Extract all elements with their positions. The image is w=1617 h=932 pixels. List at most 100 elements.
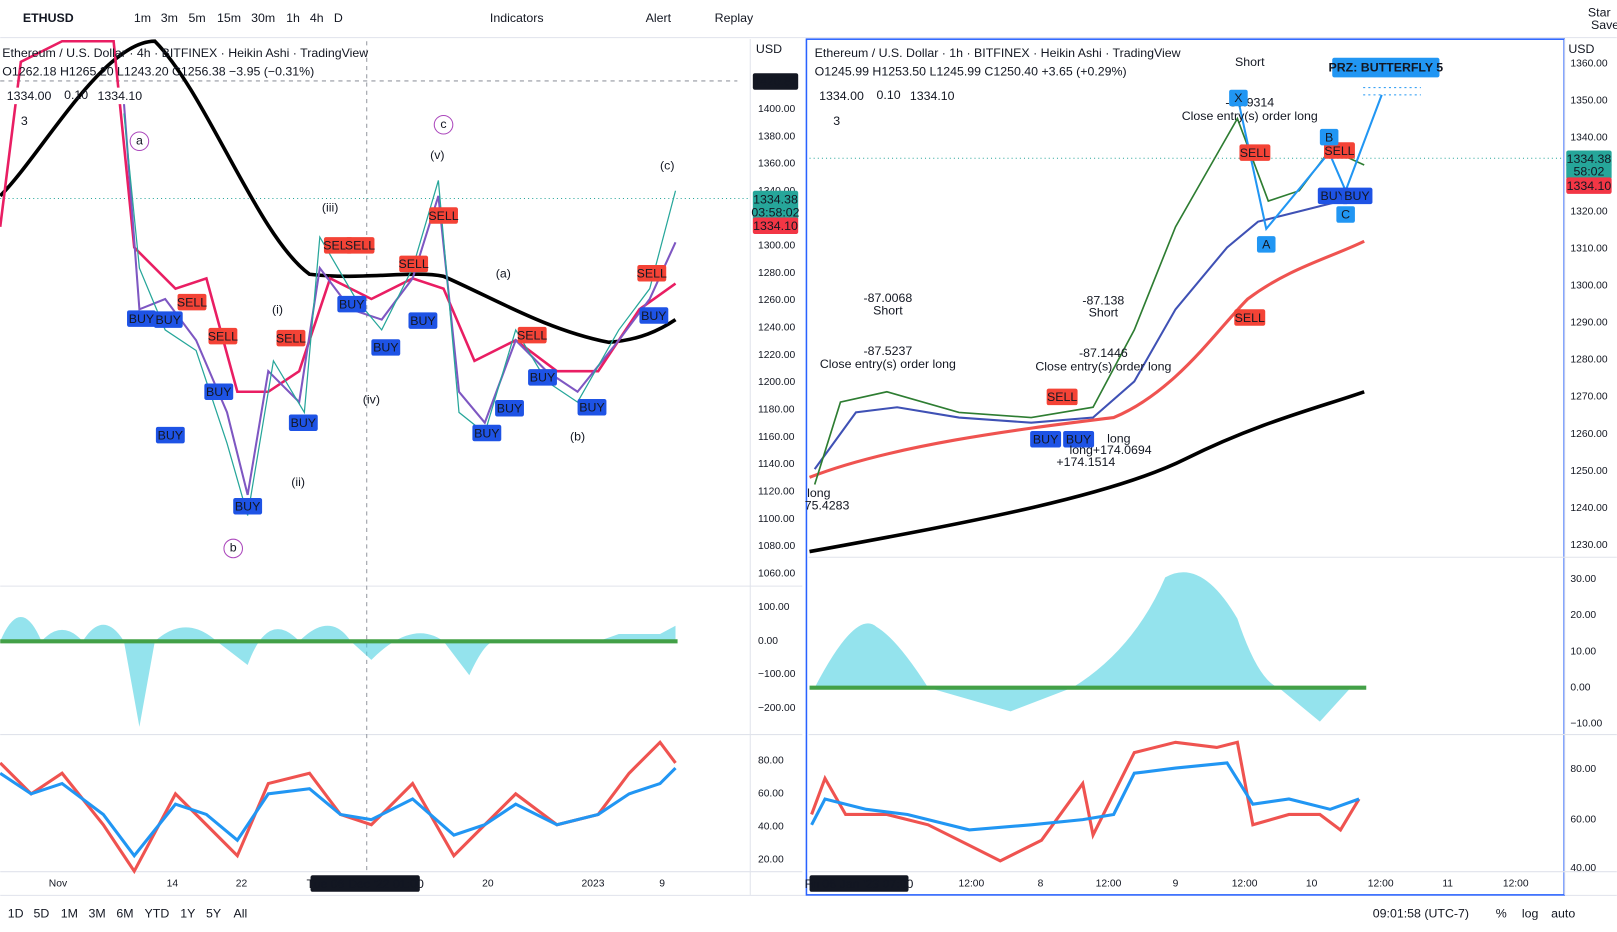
signal-tag: BUY — [373, 341, 398, 355]
ma-red — [0, 39, 677, 394]
last-price-bg — [752, 190, 799, 208]
interval-button[interactable]: 4h — [310, 11, 324, 25]
time-label: 11 — [1442, 878, 1453, 889]
crosshair-time-bg — [809, 875, 909, 892]
range-button[interactable]: 3M — [89, 907, 106, 921]
signal-tag: SELL — [1047, 390, 1077, 404]
percent-toggle[interactable]: % — [1496, 907, 1507, 921]
osc-label: 10.00 — [1570, 646, 1596, 657]
signal-tag-bg — [472, 424, 502, 442]
signal-tag-bg — [371, 339, 401, 356]
time-label: 9 — [659, 878, 665, 889]
indicators-button[interactable]: Indicators — [490, 11, 544, 25]
left-oscillator — [0, 617, 678, 875]
signal-tag-bg — [517, 326, 547, 344]
rsi-red — [810, 740, 1361, 863]
time-label: 12:00 — [959, 878, 985, 889]
countdown: 58:02 — [1573, 164, 1604, 178]
trade-note: 75.4283 — [805, 498, 850, 512]
histogram — [0, 617, 676, 727]
osc-label: 0.00 — [758, 636, 778, 647]
interval-button[interactable]: D — [334, 11, 343, 25]
signal-tag-bg — [1317, 187, 1349, 205]
interval-button[interactable]: 1h — [286, 11, 300, 25]
interval-button[interactable]: 30m — [251, 11, 275, 25]
range-button[interactable]: All — [234, 907, 248, 921]
ask-bg — [906, 87, 958, 105]
time-label: 8 — [1038, 878, 1044, 889]
trade-note: Short — [1235, 55, 1265, 69]
price-label: 1220.00 — [758, 350, 795, 361]
interval-button[interactable]: 3m — [161, 11, 178, 25]
range-button[interactable]: 6M — [116, 907, 133, 921]
signal-tag-bg — [408, 312, 438, 329]
signal-tag: BUY — [158, 428, 183, 442]
time-label: 12:00 — [1232, 878, 1258, 889]
range-button[interactable]: 1M — [61, 907, 78, 921]
save-button[interactable]: Save — [1591, 18, 1617, 32]
ask-price-bg — [752, 217, 799, 235]
signal-tag-bg — [345, 237, 375, 254]
range-button[interactable]: 1Y — [180, 907, 195, 921]
signal-tag-bg — [204, 383, 234, 401]
ask-price: 1334.10 — [753, 219, 798, 233]
signal-tag: BUY — [235, 500, 260, 514]
cursor-price-bg — [752, 73, 799, 90]
time-label: 22 — [236, 878, 248, 889]
ask-price: 1334.10 — [1567, 179, 1612, 193]
price-label: 1060.00 — [758, 568, 795, 579]
price-path — [813, 116, 1365, 485]
ma-purple — [122, 103, 677, 496]
price-label: 1080.00 — [758, 541, 795, 552]
star-button[interactable]: Star — [1588, 6, 1611, 20]
range-button[interactable]: YTD — [145, 907, 170, 921]
signal-tag: BUY — [641, 309, 666, 323]
price-label: 1300.00 — [758, 241, 795, 252]
pattern-point: B — [1325, 130, 1333, 144]
trade-note: +174.1514 — [1056, 455, 1115, 469]
pane-title: Ethereum / U.S. Dollar · 1h · BITFINEX ·… — [815, 46, 1181, 60]
time-label: 2023 — [582, 878, 605, 889]
range-button[interactable]: 5Y — [206, 907, 221, 921]
prz-box — [1332, 57, 1440, 78]
bid: 1334.00 — [819, 89, 864, 103]
wave-circle — [223, 538, 244, 559]
time-label: Nov — [49, 878, 68, 889]
signal-tag: SELL — [428, 209, 458, 223]
price-label: 1300.00 — [1570, 281, 1607, 292]
price-path — [123, 113, 677, 516]
bid-bg — [3, 87, 55, 105]
pattern-point: X — [1234, 91, 1242, 105]
trade-note: long — [807, 486, 830, 500]
alert-button[interactable]: Alert — [646, 11, 672, 25]
trade-note: Short — [1089, 306, 1119, 320]
wave-label: (c) — [660, 158, 674, 172]
trade-note: -87.0068 — [863, 291, 912, 305]
countdown-bg — [1566, 162, 1612, 180]
price-label: 1320.00 — [1570, 207, 1607, 218]
osc-label: 30.00 — [1570, 574, 1596, 585]
price-label: 1160.00 — [758, 432, 795, 443]
replay-button[interactable]: Replay — [715, 11, 754, 25]
range-button[interactable]: 5D — [34, 907, 50, 921]
price-label: 1180.00 — [758, 405, 795, 416]
price-label: 1250.00 — [1570, 466, 1607, 477]
log-toggle[interactable]: log — [1522, 907, 1539, 921]
interval-button[interactable]: 5m — [189, 11, 206, 25]
price-label: 1200.00 — [758, 377, 795, 388]
wave-circle — [433, 114, 454, 135]
collapse-count: 3 — [833, 114, 840, 128]
signal-tag: BUY — [339, 297, 364, 311]
signal-tag: BUY — [129, 312, 154, 326]
signal-tag-bg — [155, 426, 185, 444]
signal-tag: BUY — [530, 371, 555, 385]
trade-note: Close entry(s) order long — [1035, 359, 1171, 373]
auto-toggle[interactable]: auto — [1551, 907, 1575, 921]
interval-button[interactable]: 1m — [134, 11, 151, 25]
range-button[interactable]: 1D — [8, 907, 24, 921]
signal-tag-bg — [323, 237, 353, 254]
signal-tag-bg — [177, 293, 207, 311]
interval-button[interactable]: 15m — [217, 11, 241, 25]
